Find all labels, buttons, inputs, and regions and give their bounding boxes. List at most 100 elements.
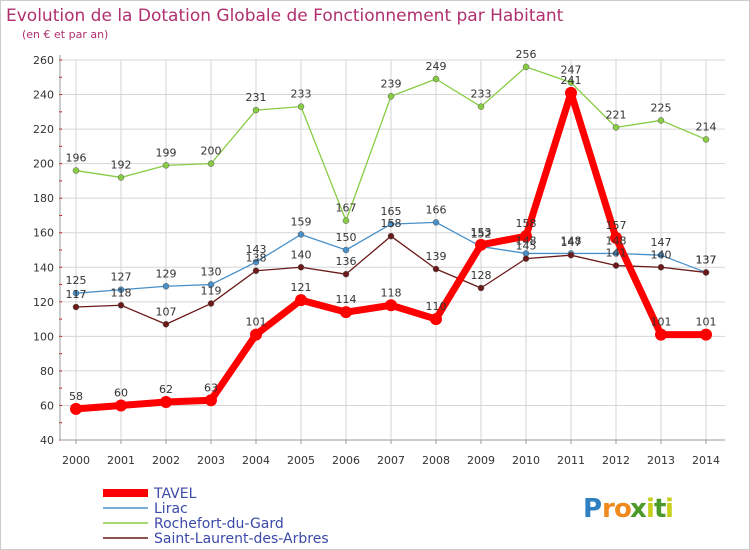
data-point <box>205 394 217 407</box>
data-point <box>702 269 710 276</box>
y-tick-label: 180 <box>33 192 54 205</box>
data-point <box>655 328 667 341</box>
data-point <box>342 270 350 278</box>
series-lines <box>70 63 712 415</box>
data-label: 167 <box>336 202 357 215</box>
x-tick-label: 2011 <box>557 454 585 467</box>
x-tick-label: 2005 <box>287 454 315 467</box>
data-point <box>117 302 125 309</box>
data-label: 241 <box>561 74 582 87</box>
y-tick-label: 80 <box>40 365 54 378</box>
y-tick-label: 200 <box>33 158 54 171</box>
data-label: 231 <box>246 91 267 104</box>
data-label: 101 <box>651 316 672 329</box>
data-label: 150 <box>336 231 357 244</box>
data-label: 233 <box>291 88 312 101</box>
data-point <box>70 402 82 415</box>
data-point <box>657 117 665 124</box>
data-label: 127 <box>111 271 132 284</box>
chart-title: Evolution de la Dotation Globale de Fonc… <box>6 6 564 26</box>
data-label: 152 <box>471 228 492 241</box>
data-label: 148 <box>606 234 627 247</box>
data-point <box>250 328 262 341</box>
data-label: 147 <box>651 236 672 249</box>
legend: TAVELLiracRochefort-du-GardSaint-Laurent… <box>103 486 329 547</box>
data-label: 192 <box>111 158 132 171</box>
logo-letter: x <box>630 494 647 524</box>
data-point <box>567 251 575 259</box>
data-point <box>432 75 440 83</box>
data-label: 249 <box>426 60 447 73</box>
data-point <box>252 258 260 266</box>
data-label: 130 <box>201 266 222 279</box>
data-point <box>387 232 395 240</box>
data-point <box>72 303 80 311</box>
x-axis-ticks: 2000 2001 2002 2003 2004 2005 2006 2007 2008 2009… <box>62 454 720 467</box>
data-point <box>567 79 575 86</box>
logo-letter: o <box>614 494 632 524</box>
legend-label: Saint-Laurent-des-Arbres <box>154 531 329 547</box>
data-label: 125 <box>66 274 87 287</box>
data-label: 107 <box>156 305 177 318</box>
x-tick-label: 2002 <box>152 454 180 467</box>
data-label: 62 <box>159 383 173 396</box>
axes <box>59 55 725 444</box>
data-point <box>207 281 215 288</box>
data-label: 139 <box>426 250 447 263</box>
data-point <box>297 231 305 238</box>
data-label: 136 <box>336 255 357 268</box>
legend-label: Lirac <box>154 501 188 517</box>
data-label: 158 <box>381 217 402 230</box>
y-tick-label: 260 <box>33 54 54 67</box>
x-tick-label: 2007 <box>377 454 405 467</box>
chart-subtitle: (en € et par an) <box>22 28 108 41</box>
data-point <box>520 230 532 243</box>
x-tick-label: 2009 <box>467 454 495 467</box>
data-point <box>342 217 350 224</box>
data-label: 225 <box>651 101 672 114</box>
data-point <box>657 251 665 259</box>
data-point <box>342 246 350 254</box>
data-label: 137 <box>696 253 717 266</box>
y-tick-label: 100 <box>33 330 54 343</box>
data-label: 60 <box>114 386 128 399</box>
data-point <box>297 103 305 110</box>
data-label: 145 <box>516 240 537 253</box>
data-point <box>612 124 620 131</box>
data-label: 158 <box>516 217 537 230</box>
data-point <box>297 264 305 271</box>
data-label: 110 <box>426 300 447 313</box>
data-point <box>117 174 125 181</box>
y-tick-label: 220 <box>33 123 54 136</box>
data-label: 214 <box>696 120 717 133</box>
data-label: 63 <box>204 381 218 394</box>
data-point <box>295 294 307 307</box>
data-point <box>477 284 485 292</box>
x-tick-label: 2014 <box>692 454 720 467</box>
legend-label: Rochefort-du-Gard <box>154 516 284 532</box>
data-point <box>72 289 80 297</box>
data-label: 199 <box>156 146 177 159</box>
logo-letter: t <box>654 494 666 524</box>
data-point <box>72 167 80 174</box>
data-label: 58 <box>69 390 83 403</box>
data-label: 101 <box>246 316 267 329</box>
data-label: 159 <box>291 215 312 228</box>
data-label: 118 <box>381 286 402 299</box>
data-point <box>475 238 487 251</box>
y-tick-label: 120 <box>33 296 54 309</box>
y-tick-label: 60 <box>40 399 54 412</box>
data-label: 165 <box>381 205 402 218</box>
data-point <box>612 262 620 269</box>
data-point <box>385 299 397 312</box>
data-point <box>207 300 215 307</box>
data-point <box>160 396 172 408</box>
data-point <box>430 313 442 326</box>
data-point <box>432 265 440 273</box>
y-tick-label: 160 <box>33 227 54 240</box>
data-point <box>702 136 710 143</box>
y-tick-label: 140 <box>33 261 54 274</box>
data-point <box>522 63 530 71</box>
data-point <box>207 160 215 167</box>
data-label: 200 <box>201 145 222 158</box>
